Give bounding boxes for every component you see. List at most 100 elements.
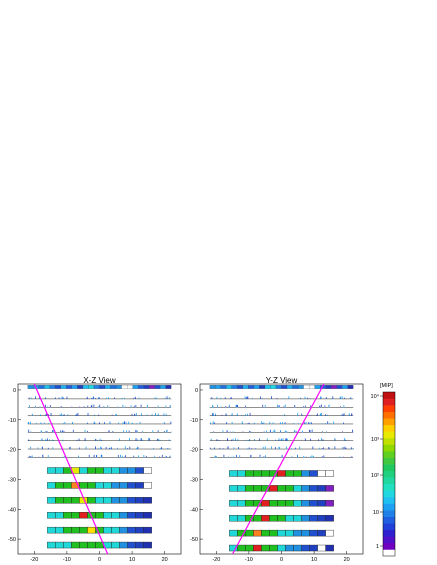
- strip-hit: [225, 414, 227, 416]
- strip-hit: [126, 448, 128, 450]
- calorimeter-cell: [301, 515, 310, 522]
- strip-hit: [171, 431, 172, 433]
- calorimeter-cell: [253, 544, 262, 552]
- strip-hit: [124, 422, 125, 424]
- strip-hit: [51, 423, 53, 424]
- calorimeter-cell: [95, 467, 104, 474]
- scintillator-cell: [292, 385, 299, 389]
- strip-hit: [264, 404, 266, 408]
- strip-hit: [350, 397, 352, 399]
- strip-hit: [252, 397, 253, 399]
- strip-hit: [100, 454, 102, 458]
- strip-hit: [62, 430, 64, 433]
- strip-hit: [91, 404, 93, 408]
- strip-hit: [154, 397, 156, 399]
- calorimeter-cell: [111, 512, 120, 519]
- calorimeter-cell: [325, 470, 334, 477]
- strip-hit: [49, 439, 50, 441]
- colorbar-swatch: [383, 490, 395, 498]
- strip-hit: [214, 455, 216, 458]
- strip-hit: [233, 447, 235, 450]
- strip-hit: [99, 404, 101, 408]
- calorimeter-cell: [87, 482, 96, 489]
- strip-hit: [135, 412, 137, 416]
- calorimeter-cell: [119, 497, 128, 504]
- strip-hit: [245, 397, 247, 399]
- scintillator-cell: [154, 385, 161, 389]
- strip-hit: [149, 438, 150, 441]
- calorimeter-cell: [127, 526, 136, 534]
- strip-hit: [231, 421, 233, 424]
- strip-hit: [28, 455, 30, 458]
- strip-hit: [213, 447, 215, 450]
- strip-hit: [272, 422, 274, 424]
- calorimeter-cell: [103, 497, 112, 504]
- scintillator-cell: [110, 385, 117, 389]
- calorimeter-cell: [55, 497, 64, 504]
- strip-hit: [216, 396, 218, 399]
- strip-hit: [75, 413, 77, 416]
- strip-hit: [69, 447, 71, 450]
- scintillator-cell: [281, 385, 288, 389]
- strip-hit: [128, 430, 130, 433]
- strip-hit: [309, 414, 311, 416]
- colorbar-swatch: [383, 542, 395, 550]
- strip-hit: [136, 431, 138, 433]
- strip-hit: [130, 405, 132, 408]
- strip-hit: [237, 439, 239, 441]
- y-tick-label: -10: [190, 418, 198, 424]
- strip-hit: [85, 446, 87, 450]
- scintillator-cell: [99, 385, 106, 389]
- scintillator-cell: [121, 385, 128, 389]
- strip-hit: [274, 430, 276, 433]
- strip-hit: [229, 431, 231, 433]
- y-tick-label: -20: [190, 448, 198, 454]
- strip-hit: [284, 430, 286, 433]
- calorimeter-cell: [237, 515, 246, 522]
- strip-hit: [242, 431, 244, 433]
- colorbar-swatch: [383, 418, 395, 426]
- strip-hit: [71, 406, 73, 408]
- strip-hit: [321, 448, 323, 450]
- strip-hit: [137, 439, 139, 441]
- scintillator-cell: [270, 385, 277, 389]
- calorimeter-cell: [317, 544, 326, 552]
- strip-hit: [138, 397, 140, 399]
- calorimeter-cell: [47, 526, 56, 534]
- strip-hit: [98, 406, 100, 408]
- colorbar-unit-label: [MIP]: [380, 383, 393, 389]
- strip-hit: [114, 397, 116, 399]
- strip-hit: [212, 413, 213, 416]
- strip-hit: [77, 412, 79, 416]
- strip-hit: [265, 455, 266, 458]
- strip-hit: [328, 447, 330, 450]
- strip-hit: [253, 423, 255, 424]
- strip-hit: [293, 423, 294, 424]
- strip-hit: [212, 405, 214, 408]
- strip-hit: [211, 397, 213, 399]
- strip-hit: [214, 422, 215, 424]
- strip-hit: [311, 455, 313, 458]
- strip-hit: [278, 446, 280, 450]
- strip-hit: [62, 397, 64, 399]
- calorimeter-cell: [79, 526, 88, 534]
- strip-hit: [321, 439, 323, 441]
- strip-hit: [78, 447, 80, 450]
- colorbar-swatch: [383, 444, 395, 452]
- strip-hit: [259, 396, 261, 399]
- strip-hit: [303, 422, 305, 424]
- strip-hit: [84, 438, 86, 441]
- calorimeter-cell: [277, 544, 286, 552]
- scintillator-cell: [220, 385, 227, 389]
- strip-hit: [321, 456, 323, 458]
- strip-hit: [214, 413, 216, 416]
- calorimeter-cell: [277, 515, 286, 522]
- calorimeter-cell: [245, 500, 254, 507]
- colorbar-swatch: [383, 392, 395, 399]
- strip-hit: [31, 413, 33, 416]
- strip-hit: [46, 430, 48, 433]
- calorimeter-cell: [301, 470, 310, 477]
- scintillator-cell: [160, 385, 166, 389]
- strip-hit: [261, 421, 263, 424]
